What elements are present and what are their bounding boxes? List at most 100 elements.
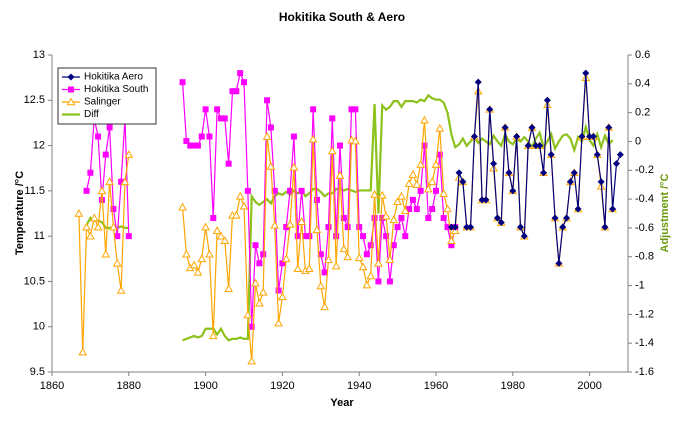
point bbox=[225, 160, 232, 167]
point bbox=[285, 219, 295, 228]
point bbox=[327, 146, 337, 155]
point bbox=[179, 79, 186, 86]
point bbox=[267, 124, 274, 131]
point bbox=[106, 124, 113, 131]
point bbox=[278, 292, 287, 301]
point bbox=[243, 310, 253, 319]
point bbox=[393, 197, 402, 206]
point bbox=[543, 96, 551, 104]
point bbox=[390, 242, 397, 249]
point bbox=[513, 133, 521, 141]
point bbox=[260, 251, 267, 258]
point bbox=[559, 223, 567, 231]
point bbox=[425, 215, 432, 222]
x-tick-label: 1980 bbox=[501, 380, 525, 392]
point bbox=[406, 205, 413, 212]
point bbox=[443, 204, 452, 213]
point bbox=[400, 206, 410, 215]
point bbox=[87, 169, 94, 176]
point bbox=[248, 323, 255, 330]
y2-tick-label: -1.4 bbox=[635, 337, 654, 349]
point bbox=[82, 222, 91, 231]
point bbox=[528, 123, 536, 131]
point bbox=[210, 215, 217, 222]
point bbox=[102, 151, 109, 158]
point bbox=[183, 138, 190, 145]
y-tick-label: 12.5 bbox=[24, 94, 45, 106]
point bbox=[586, 133, 594, 141]
point bbox=[612, 160, 620, 168]
y-tick-label: 13 bbox=[33, 49, 45, 61]
point bbox=[118, 178, 125, 185]
point bbox=[262, 131, 272, 140]
point bbox=[258, 287, 268, 296]
point bbox=[308, 134, 318, 143]
x-tick-label: 1920 bbox=[270, 380, 294, 392]
point bbox=[235, 191, 245, 200]
point bbox=[220, 236, 230, 244]
point bbox=[256, 260, 263, 267]
point bbox=[371, 215, 378, 222]
point bbox=[189, 260, 199, 269]
point bbox=[377, 190, 387, 199]
point bbox=[366, 271, 376, 280]
point bbox=[423, 184, 433, 193]
point bbox=[482, 196, 490, 204]
point bbox=[490, 160, 498, 168]
chart-title: Hokitika South & Aero bbox=[279, 10, 405, 24]
y2-tick-label: -0.8 bbox=[635, 251, 654, 263]
point bbox=[402, 233, 409, 240]
point bbox=[217, 115, 224, 122]
point bbox=[294, 233, 301, 240]
point bbox=[116, 285, 126, 294]
point bbox=[101, 249, 111, 258]
point bbox=[306, 233, 313, 240]
point bbox=[566, 178, 574, 186]
point bbox=[433, 187, 439, 194]
point bbox=[563, 214, 571, 222]
point bbox=[605, 123, 613, 131]
point bbox=[389, 215, 399, 224]
point bbox=[444, 224, 451, 231]
point bbox=[74, 208, 84, 217]
point bbox=[470, 133, 478, 141]
point bbox=[344, 224, 351, 231]
point bbox=[110, 205, 117, 212]
point bbox=[536, 142, 544, 150]
point bbox=[397, 191, 406, 200]
point bbox=[574, 205, 582, 213]
point bbox=[394, 224, 401, 231]
point bbox=[320, 302, 329, 311]
x-tick-label: 1880 bbox=[117, 380, 141, 392]
point bbox=[329, 115, 336, 122]
x-tick-label: 1860 bbox=[40, 380, 64, 392]
point bbox=[197, 254, 207, 263]
point bbox=[570, 169, 578, 177]
point bbox=[335, 170, 345, 179]
point bbox=[409, 196, 416, 203]
point bbox=[297, 217, 306, 225]
point bbox=[86, 231, 95, 240]
y2-tick-label: -1 bbox=[635, 279, 645, 291]
point bbox=[287, 187, 294, 194]
point bbox=[362, 280, 372, 289]
point bbox=[459, 178, 467, 186]
point bbox=[467, 223, 475, 231]
point bbox=[381, 211, 391, 220]
point bbox=[516, 223, 524, 231]
point bbox=[609, 205, 617, 213]
point bbox=[398, 215, 405, 222]
point bbox=[370, 189, 379, 198]
point bbox=[321, 269, 328, 276]
point bbox=[95, 133, 102, 140]
point bbox=[237, 70, 244, 77]
point bbox=[266, 161, 276, 170]
point bbox=[374, 258, 383, 267]
point bbox=[589, 133, 597, 141]
point bbox=[201, 222, 210, 231]
point bbox=[120, 177, 130, 186]
point bbox=[194, 142, 201, 149]
legend-marker bbox=[66, 97, 76, 106]
y2-tick-label: -0.2 bbox=[635, 164, 654, 176]
point bbox=[547, 151, 555, 159]
